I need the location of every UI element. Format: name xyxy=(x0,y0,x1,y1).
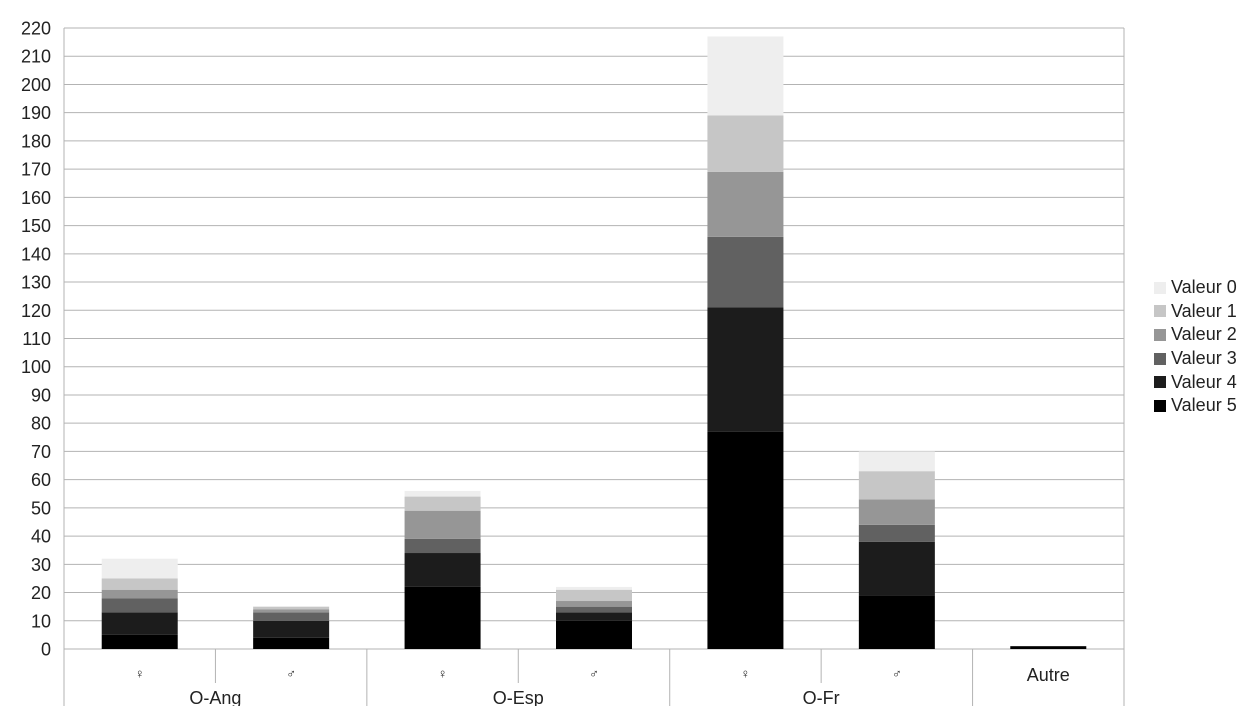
y-tick-label: 200 xyxy=(21,75,51,95)
bar-segment-valeur-5 xyxy=(707,431,784,649)
x-category-label: ♂ xyxy=(892,666,902,681)
y-tick-label: 60 xyxy=(31,470,51,490)
y-tick-label: 50 xyxy=(31,498,51,518)
bars xyxy=(101,36,1087,649)
bar-segment-valeur-4 xyxy=(707,307,784,432)
bar-segment-valeur-3 xyxy=(101,598,178,613)
bar-segment-valeur-2 xyxy=(556,601,632,607)
legend-item: Valeur 1 xyxy=(1154,300,1237,324)
y-tick-label: 100 xyxy=(21,357,51,377)
bar-segment-valeur-3 xyxy=(404,538,481,554)
bar-segment-valeur-4 xyxy=(253,620,330,638)
bar-segment-valeur-4 xyxy=(101,612,178,635)
y-tick-label: 140 xyxy=(21,244,51,264)
legend-label: Valeur 0 xyxy=(1171,277,1237,298)
bar-segment-valeur-0 xyxy=(858,451,935,472)
bar-segment-valeur-5 xyxy=(858,595,935,649)
legend-swatch xyxy=(1154,399,1166,412)
bar-segment-valeur-1 xyxy=(101,578,178,590)
legend-label: Valeur 2 xyxy=(1171,324,1237,345)
x-category-label: Autre xyxy=(1027,665,1070,685)
bar-segment-valeur-2 xyxy=(253,609,330,613)
bar-segment-valeur-1 xyxy=(858,471,935,500)
gridlines xyxy=(63,27,1125,650)
bar-segment-valeur-4 xyxy=(858,541,935,596)
bar-segment-valeur-0 xyxy=(404,490,481,497)
y-tick-label: 40 xyxy=(31,527,51,547)
bar-segment-valeur-3 xyxy=(707,236,784,308)
y-tick-label: 30 xyxy=(31,555,51,575)
x-group-label: O-Esp xyxy=(493,688,544,706)
legend-swatch xyxy=(1154,352,1166,365)
legend-item: Valeur 3 xyxy=(1154,347,1237,371)
y-tick-label: 120 xyxy=(21,301,51,321)
y-tick-label: 90 xyxy=(31,385,51,405)
y-tick-label: 70 xyxy=(31,442,51,462)
bar-segment-valeur-1 xyxy=(404,496,481,511)
x-axis: ♀ ♂ ♀ ♂ ♀ ♂ Autre O-Ang O-Esp O-Fr xyxy=(63,649,1125,706)
bar-segment-valeur-2 xyxy=(858,499,935,525)
y-tick-label: 20 xyxy=(31,583,51,603)
y-tick-label: 180 xyxy=(21,131,51,151)
y-tick-label: 220 xyxy=(21,19,51,39)
bar-segment-valeur-5 xyxy=(556,620,632,649)
bar-segment-valeur-2 xyxy=(707,171,784,237)
x-category-label: ♀ xyxy=(741,666,751,681)
y-axis-tick-labels: 0 10 20 30 40 50 60 70 80 90 100 110 120 130 140 150 160… xyxy=(21,19,51,660)
bar-segment-valeur-3 xyxy=(556,606,632,613)
y-tick-label: 130 xyxy=(21,273,51,293)
bar-segment-valeur-5 xyxy=(253,637,330,649)
bar-segment-valeur-3 xyxy=(858,524,935,542)
bar-segment-valeur-1 xyxy=(253,606,330,610)
legend-item: Valeur 5 xyxy=(1154,394,1237,418)
y-tick-label: 10 xyxy=(31,611,51,631)
bar-segment-valeur-4 xyxy=(404,553,481,587)
bar-segment-valeur-0 xyxy=(101,558,178,579)
y-tick-label: 110 xyxy=(22,329,51,349)
y-tick-label: 160 xyxy=(21,188,51,208)
bar-segment-valeur-1 xyxy=(556,589,632,602)
bar-segment-valeur-5 xyxy=(404,586,481,649)
bar-segment-valeur-2 xyxy=(101,589,178,599)
x-group-label: O-Fr xyxy=(803,688,840,706)
x-category-label: ♂ xyxy=(286,666,296,681)
y-tick-label: 80 xyxy=(31,414,51,434)
legend-label: Valeur 3 xyxy=(1171,348,1237,369)
legend-label: Valeur 5 xyxy=(1171,395,1237,416)
legend-item: Valeur 2 xyxy=(1154,323,1237,347)
legend-item: Valeur 4 xyxy=(1154,370,1237,394)
bar-segment-valeur-0 xyxy=(707,36,784,116)
x-group-label: O-Ang xyxy=(189,688,241,706)
legend-swatch xyxy=(1154,328,1166,341)
legend-swatch xyxy=(1154,376,1166,389)
legend-label: Valeur 1 xyxy=(1171,300,1237,321)
y-tick-label: 170 xyxy=(21,160,51,180)
x-category-label: ♀ xyxy=(438,666,448,681)
legend-item: Valeur 0 xyxy=(1154,276,1237,300)
y-tick-label: 210 xyxy=(21,47,51,67)
y-tick-label: 190 xyxy=(21,103,51,123)
bar-segment-valeur-4 xyxy=(556,612,632,621)
bar-segment-valeur-3 xyxy=(253,612,330,621)
bar-segment-valeur-5 xyxy=(101,634,178,649)
legend-swatch xyxy=(1154,281,1166,294)
bar-segment-valeur-2 xyxy=(404,510,481,539)
y-tick-label: 150 xyxy=(21,216,51,236)
x-category-label: ♂ xyxy=(589,666,599,681)
bar-segment-valeur-1 xyxy=(707,115,784,172)
legend-swatch xyxy=(1154,305,1166,318)
x-category-label: ♀ xyxy=(135,666,145,681)
bar-segment-valeur-0 xyxy=(556,586,632,590)
legend: Valeur 0 Valeur 1 Valeur 2 Valeur 3 Valeur 4… xyxy=(1154,276,1237,418)
bar-segment-valeur-5 xyxy=(1010,646,1087,649)
legend-label: Valeur 4 xyxy=(1171,371,1237,392)
y-tick-label: 0 xyxy=(41,640,51,660)
